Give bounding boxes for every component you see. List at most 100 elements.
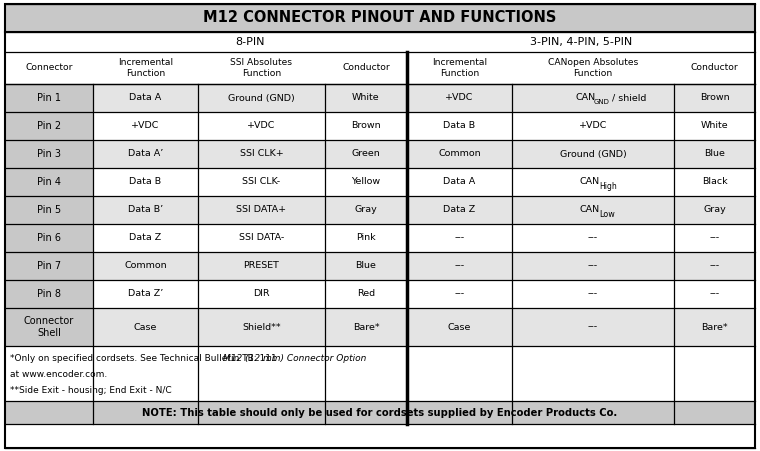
Text: Common: Common (124, 262, 166, 271)
Text: Pin 3: Pin 3 (37, 149, 61, 159)
Text: Data B: Data B (129, 178, 162, 187)
Text: Case: Case (448, 322, 471, 331)
Text: CAN: CAN (575, 93, 595, 102)
Bar (5, 401, 755, 424)
Bar (5, 196, 755, 224)
Text: Data A: Data A (129, 93, 162, 102)
Bar (5, 252, 755, 280)
Text: +VDC: +VDC (131, 121, 160, 130)
Text: CAN: CAN (579, 178, 599, 187)
Text: Pink: Pink (356, 234, 375, 243)
Text: DIR: DIR (253, 290, 270, 299)
Text: Blue: Blue (356, 262, 376, 271)
Bar (5, 32, 755, 52)
Bar (5, 140, 755, 168)
Text: Bare*: Bare* (701, 322, 728, 331)
Text: Red: Red (357, 290, 375, 299)
Text: NOTE: This table should only be used for cordsets supplied by Encoder Products C: NOTE: This table should only be used for… (142, 408, 618, 418)
Text: at www.encoder.com.: at www.encoder.com. (10, 370, 107, 379)
Text: Data Z’: Data Z’ (128, 290, 163, 299)
Text: Incremental
Function: Incremental Function (118, 58, 173, 78)
Text: M12 (12 mm) Connector Option: M12 (12 mm) Connector Option (223, 354, 366, 363)
Text: SSI CLK-: SSI CLK- (242, 178, 280, 187)
Text: Green: Green (352, 149, 380, 158)
Text: ---: --- (709, 262, 720, 271)
Bar (5, 280, 755, 308)
Text: Conductor: Conductor (691, 64, 739, 73)
Text: ---: --- (588, 262, 598, 271)
Text: Shield**: Shield** (242, 322, 280, 331)
Text: Pin 4: Pin 4 (37, 177, 61, 187)
Text: High: High (599, 182, 617, 191)
Text: Data Z: Data Z (443, 206, 476, 215)
Text: Low: Low (599, 210, 615, 219)
Bar (5, 346, 755, 401)
Text: Conductor: Conductor (342, 64, 390, 73)
Text: **Side Exit - housing; End Exit - N/C: **Side Exit - housing; End Exit - N/C (10, 386, 172, 395)
Text: Gray: Gray (355, 206, 378, 215)
Text: Ground (GND): Ground (GND) (559, 149, 626, 158)
Bar (5, 112, 93, 140)
Text: +VDC: +VDC (247, 121, 276, 130)
Text: Pin 5: Pin 5 (37, 205, 61, 215)
Text: 3-PIN, 4-PIN, 5-PIN: 3-PIN, 4-PIN, 5-PIN (530, 37, 632, 47)
Bar (5, 308, 93, 346)
Bar (5, 52, 755, 84)
Text: Black: Black (701, 178, 727, 187)
Text: *Only on specified cordsets. See Technical Bulletin TB: 111: *Only on specified cordsets. See Technic… (10, 354, 280, 363)
Text: Pin 8: Pin 8 (37, 289, 61, 299)
Text: Pin 6: Pin 6 (37, 233, 61, 243)
Text: Connector
Shell: Connector Shell (24, 316, 74, 338)
Text: Pin 1: Pin 1 (37, 93, 61, 103)
Text: ---: --- (588, 290, 598, 299)
Bar (5, 196, 93, 224)
Bar (5, 4, 755, 32)
Bar (5, 224, 755, 252)
Text: 8-PIN: 8-PIN (236, 37, 264, 47)
Bar (5, 84, 93, 112)
Bar (5, 308, 755, 346)
Text: CAN: CAN (579, 206, 599, 215)
Text: Incremental
Function: Incremental Function (432, 58, 487, 78)
Text: ---: --- (454, 234, 464, 243)
Bar (5, 84, 755, 112)
Text: Yellow: Yellow (351, 178, 381, 187)
Text: ---: --- (709, 290, 720, 299)
Text: ---: --- (709, 234, 720, 243)
Text: SSI CLK+: SSI CLK+ (239, 149, 283, 158)
Text: ---: --- (454, 290, 464, 299)
Text: Data A: Data A (443, 178, 476, 187)
Text: Brown: Brown (700, 93, 730, 102)
Text: Brown: Brown (351, 121, 381, 130)
Text: Ground (GND): Ground (GND) (228, 93, 295, 102)
Bar (5, 252, 93, 280)
Text: Bare*: Bare* (353, 322, 379, 331)
Text: Data B’: Data B’ (128, 206, 163, 215)
Bar (5, 168, 93, 196)
Text: CANopen Absolutes
Function: CANopen Absolutes Function (548, 58, 638, 78)
Bar (5, 140, 93, 168)
Text: +VDC: +VDC (445, 93, 473, 102)
Text: GND: GND (594, 100, 610, 106)
Text: +VDC: +VDC (579, 121, 607, 130)
Text: PRESET: PRESET (243, 262, 280, 271)
Text: Common: Common (439, 149, 481, 158)
Text: Data Z: Data Z (129, 234, 162, 243)
Bar (5, 168, 755, 196)
Text: Data A’: Data A’ (128, 149, 163, 158)
Text: Gray: Gray (703, 206, 726, 215)
Text: Pin 7: Pin 7 (37, 261, 61, 271)
Text: Blue: Blue (704, 149, 725, 158)
Bar (5, 224, 93, 252)
Text: Connector: Connector (25, 64, 73, 73)
Text: Case: Case (134, 322, 157, 331)
Text: SSI Absolutes
Function: SSI Absolutes Function (230, 58, 293, 78)
Text: Data B: Data B (443, 121, 476, 130)
Bar (5, 112, 755, 140)
Text: Pin 2: Pin 2 (37, 121, 61, 131)
Text: M12 CONNECTOR PINOUT AND FUNCTIONS: M12 CONNECTOR PINOUT AND FUNCTIONS (204, 10, 556, 26)
Text: ---: --- (454, 262, 464, 271)
Text: ---: --- (588, 234, 598, 243)
Text: / shield: / shield (609, 93, 646, 102)
Text: SSI DATA+: SSI DATA+ (236, 206, 287, 215)
